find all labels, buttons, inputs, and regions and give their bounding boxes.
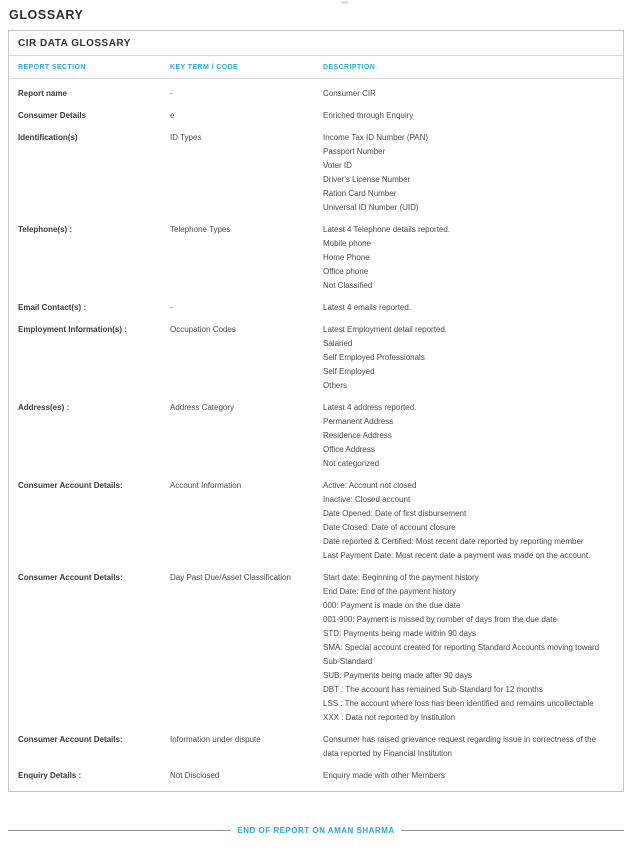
description-cell: Consumer has raised grievance request re… — [323, 733, 609, 761]
description-line: Others — [323, 381, 348, 390]
description-cell: Income Tax ID Number (PAN) Passport Numbe… — [323, 131, 609, 215]
description-line: Enquiry made with other Members — [323, 771, 445, 780]
description-line: Enriched through Enquiry — [323, 111, 414, 120]
description-line: 001-900: Payment is missed by number of … — [323, 615, 557, 624]
glossary-column-headers: REPORT SECTION KEY TERM / CODE DESCRIPTI… — [9, 56, 623, 79]
column-header-key-term: KEY TERM / CODE — [170, 64, 239, 71]
key-term-value: Address Category — [170, 403, 235, 412]
description-cell: Active: Account not closed Inactive: Clos… — [323, 479, 609, 563]
glossary-row: Email Contact(s) : - Latest 4 emails rep… — [18, 301, 609, 315]
description-line: Inactive: Closed account — [323, 495, 411, 504]
report-section-label: Consumer Account Details: — [18, 735, 123, 744]
column-header-report-section: REPORT SECTION — [18, 64, 86, 71]
description-line: Date Closed: Date of account closure — [323, 523, 456, 532]
description-line: Active: Account not closed — [323, 481, 417, 490]
report-section-label: Report name — [18, 89, 67, 98]
glossary-row: Consumer Account Details: Information un… — [18, 733, 609, 761]
glossary-panel: CIR DATA GLOSSARY REPORT SECTION KEY TER… — [8, 30, 624, 792]
end-of-report-label: END OF REPORT ON AMAN SHARMA — [237, 826, 395, 835]
report-section-label: Address(es) : — [18, 403, 70, 412]
page-title: GLOSSARY — [9, 8, 84, 22]
key-term-value: e — [170, 111, 175, 120]
description-line: Date reported & Certified: Most recent d… — [323, 537, 584, 546]
description-line: Income Tax ID Number (PAN) — [323, 133, 429, 142]
description-cell: Latest 4 emails reported. — [323, 301, 609, 315]
description-line: Mobile phone — [323, 239, 372, 248]
description-line: Not categorized — [323, 459, 380, 468]
end-of-report-footer: END OF REPORT ON AMAN SHARMA — [8, 826, 625, 835]
footer-divider-left — [8, 830, 232, 831]
column-header-description: DESCRIPTION — [323, 64, 376, 71]
glossary-row: Address(es) : Address Category Latest 4 … — [18, 401, 609, 471]
report-section-label: Email Contact(s) : — [18, 303, 87, 312]
glossary-row: Telephone(s) : Telephone Types Latest 4 … — [18, 223, 609, 293]
description-line: Latest Employment detail reported. — [323, 325, 448, 334]
description-line: Salaried — [323, 339, 353, 348]
description-line: SMA: Special account created for reporti… — [323, 643, 600, 666]
description-line: Consumer has raised grievance request re… — [323, 735, 597, 758]
glossary-row: Enquiry Details : Not Disclosed Enquiry … — [18, 769, 609, 783]
glossary-row: Report name - Consumer CIR — [18, 87, 609, 101]
key-term-value: Occupation Codes — [170, 325, 236, 334]
description-line: Office phone — [323, 267, 369, 276]
description-line: Not Classified — [323, 281, 373, 290]
description-cell: Latest Employment detail reported. Salari… — [323, 323, 609, 393]
description-line: Universal ID Number (UID) — [323, 203, 419, 212]
glossary-row: Identification(s) ID Types Income Tax ID… — [18, 131, 609, 215]
report-section-label: Consumer Details — [18, 111, 87, 120]
description-line: LSS : The account where loss has been id… — [323, 699, 594, 708]
description-line: Voter ID — [323, 161, 352, 170]
description-line: Home Phone — [323, 253, 370, 262]
description-line: XXX : Data not reported by Institution — [323, 713, 456, 722]
description-line: Consumer CIR — [323, 89, 376, 98]
key-term-value: Day Past Due/Asset Classification — [170, 573, 291, 582]
description-cell: Enquiry made with other Members — [323, 769, 609, 783]
description-line: Residence Address — [323, 431, 392, 440]
description-line: Last Payment Date: Most recent date a pa… — [323, 551, 591, 560]
description-cell: Consumer CIR — [323, 87, 609, 101]
glossary-row: Employment Information(s) : Occupation C… — [18, 323, 609, 393]
key-term-value: Information under dispute — [170, 735, 261, 744]
description-line: Latest 4 address reported. — [323, 403, 417, 412]
description-cell: Latest 4 Telephone details reported. Mobi… — [323, 223, 609, 293]
description-line: SUB: Payments being made after 90 days — [323, 671, 472, 680]
key-term-value: Telephone Types — [170, 225, 231, 234]
report-section-label: Employment Information(s) : — [18, 325, 127, 334]
footer-divider-right — [400, 830, 625, 831]
description-line: DBT : The account has remained Sub-Stand… — [323, 685, 543, 694]
description-line: Ration Card Number — [323, 189, 397, 198]
glossary-row: Consumer Details e Enriched through Enqu… — [18, 109, 609, 123]
description-line: STD: Payments being made within 90 days — [323, 629, 476, 638]
description-line: Permanent Address — [323, 417, 394, 426]
description-line: Start date: Beginning of the payment his… — [323, 573, 479, 582]
description-cell: Start date: Beginning of the payment his… — [323, 571, 609, 725]
glossary-row: Consumer Account Details: Day Past Due/A… — [18, 571, 609, 725]
report-section-label: Consumer Account Details: — [18, 573, 123, 582]
report-section-label: Telephone(s) : — [18, 225, 73, 234]
key-term-value: - — [170, 89, 173, 98]
glossary-table-body: Report name - Consumer CIR Consumer Deta… — [9, 79, 623, 791]
glossary-panel-title: CIR DATA GLOSSARY — [9, 31, 623, 56]
report-section-label: Enquiry Details : — [18, 771, 82, 780]
description-cell: Latest 4 address reported. Permanent Addr… — [323, 401, 609, 471]
description-cell: Enriched through Enquiry — [323, 109, 609, 123]
description-line: Self Employed — [323, 367, 375, 376]
description-line: 000: Payment is made on the due date — [323, 601, 461, 610]
report-section-label: Identification(s) — [18, 133, 78, 142]
description-line: Self Employed Professionals — [323, 353, 425, 362]
description-line: Latest 4 emails reported. — [323, 303, 412, 312]
report-section-label: Consumer Account Details: — [18, 481, 123, 490]
key-term-value: ID Types — [170, 133, 202, 142]
page-edge-artifact — [341, 1, 348, 4]
description-line: Date Opened: Date of first disbursement — [323, 509, 467, 518]
description-line: Office Address — [323, 445, 375, 454]
key-term-value: - — [170, 303, 173, 312]
description-line: End Date: End of the payment history — [323, 587, 456, 596]
description-line: Driver's License Number — [323, 175, 411, 184]
description-line: Latest 4 Telephone details reported. — [323, 225, 451, 234]
key-term-value: Not Disclosed — [170, 771, 220, 780]
glossary-row: Consumer Account Details: Account Inform… — [18, 479, 609, 563]
key-term-value: Account Information — [170, 481, 242, 490]
description-line: Passport Number — [323, 147, 386, 156]
